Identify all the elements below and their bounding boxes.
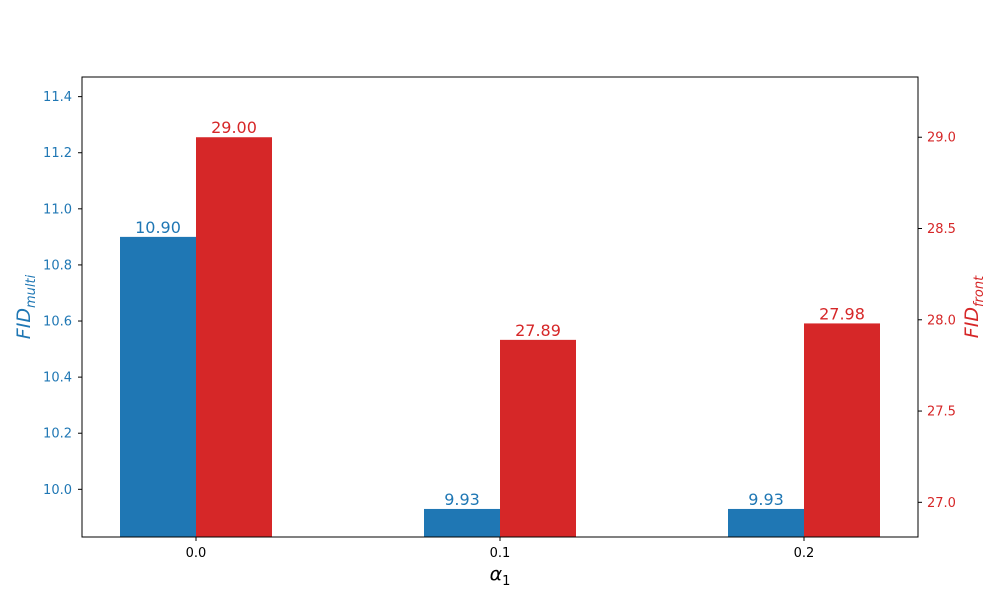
left-y-tick-label: 10.2	[43, 427, 72, 442]
bar-fid-front-0.2	[804, 323, 880, 537]
left-y-tick-label: 10.8	[43, 258, 72, 273]
bar-value-label: 27.89	[515, 321, 561, 340]
left-y-tick-label: 11.2	[43, 146, 72, 161]
bar-value-label: 29.00	[211, 118, 257, 137]
left-y-tick-label: 10.4	[43, 371, 72, 386]
x-axis-title-sub: 1	[502, 574, 510, 589]
left-y-tick-label: 10.6	[43, 315, 72, 330]
x-tick-label: 0.1	[490, 546, 511, 561]
x-axis: 0.0 0.1 0.2	[186, 537, 815, 561]
right-y-tick-label: 28.5	[927, 222, 956, 237]
x-axis-title: α1	[490, 563, 511, 589]
bar-fid-front-0.0	[196, 137, 272, 537]
bar-fid-multi-0.2	[728, 508, 804, 537]
right-y-tick-label: 28.0	[927, 313, 956, 328]
left-y-axis-title: FIDmulti	[13, 274, 39, 339]
bars-layer	[120, 137, 880, 537]
left-y-axis-title-sub: multi	[24, 274, 39, 308]
right-y-axis-title-base: FID	[961, 307, 983, 338]
bar-fid-multi-0.1	[424, 508, 500, 537]
right-y-tick-label: 27.5	[927, 405, 956, 420]
left-y-axis: 10.0 10.2 10.4 10.6 10.8 11.0 11.2 11.4	[43, 90, 82, 498]
right-y-axis: 27.0 27.5 28.0 28.5 29.0	[918, 131, 956, 511]
bar-fid-multi-0.0	[120, 236, 196, 537]
left-y-tick-label: 11.4	[43, 90, 72, 105]
data-labels-layer: 10.90 9.93 9.93 29.00 27.89 27.98	[135, 118, 865, 509]
right-y-axis-title: FIDfront	[961, 275, 987, 338]
x-tick-label: 0.0	[186, 546, 207, 561]
left-y-axis-title-base: FID	[13, 308, 35, 339]
left-y-tick-label: 11.0	[43, 202, 72, 217]
right-y-axis-title-sub: front	[972, 275, 987, 307]
bar-value-label: 9.93	[748, 490, 784, 509]
x-tick-label: 0.2	[794, 546, 815, 561]
left-y-tick-label: 10.0	[43, 483, 72, 498]
x-axis-title-base: α	[490, 563, 503, 585]
bar-value-label: 27.98	[819, 304, 865, 323]
bar-fid-front-0.1	[500, 339, 576, 537]
bar-value-label: 9.93	[444, 490, 480, 509]
right-y-tick-label: 29.0	[927, 131, 956, 146]
bar-value-label: 10.90	[135, 218, 181, 237]
right-y-tick-label: 27.0	[927, 496, 956, 511]
